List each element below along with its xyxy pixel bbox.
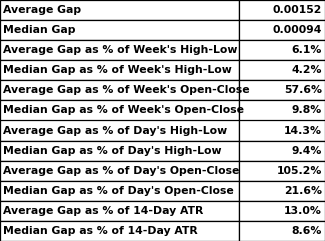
Text: Average Gap as % of Day's Open-Close: Average Gap as % of Day's Open-Close: [3, 166, 240, 176]
Text: Median Gap as % of Week's Open-Close: Median Gap as % of Week's Open-Close: [3, 106, 244, 115]
Text: 6.1%: 6.1%: [292, 45, 322, 55]
Bar: [239, 161, 325, 181]
Text: Average Gap as % of Week's High-Low: Average Gap as % of Week's High-Low: [3, 45, 238, 55]
Bar: [239, 181, 325, 201]
Text: Average Gap as % of Day's High-Low: Average Gap as % of Day's High-Low: [3, 126, 227, 135]
Bar: [0, 100, 239, 120]
Bar: [0, 161, 239, 181]
Text: Median Gap: Median Gap: [3, 25, 76, 35]
Bar: [239, 221, 325, 241]
Bar: [239, 0, 325, 20]
Text: Median Gap as % of Week's High-Low: Median Gap as % of Week's High-Low: [3, 65, 232, 75]
Text: Average Gap as % of 14-Day ATR: Average Gap as % of 14-Day ATR: [3, 206, 204, 216]
Text: Average Gap: Average Gap: [3, 5, 81, 15]
Bar: [239, 80, 325, 100]
Bar: [239, 100, 325, 120]
Bar: [0, 40, 239, 60]
Bar: [239, 120, 325, 141]
Text: 21.6%: 21.6%: [284, 186, 322, 196]
Text: 9.8%: 9.8%: [292, 106, 322, 115]
Bar: [0, 181, 239, 201]
Bar: [239, 141, 325, 161]
Bar: [0, 80, 239, 100]
Bar: [0, 0, 239, 20]
Text: Median Gap as % of Day's High-Low: Median Gap as % of Day's High-Low: [3, 146, 222, 156]
Text: Median Gap as % of Day's Open-Close: Median Gap as % of Day's Open-Close: [3, 186, 234, 196]
Bar: [0, 120, 239, 141]
Bar: [239, 60, 325, 80]
Text: Median Gap as % of 14-Day ATR: Median Gap as % of 14-Day ATR: [3, 226, 198, 236]
Bar: [239, 40, 325, 60]
Text: 13.0%: 13.0%: [284, 206, 322, 216]
Bar: [0, 60, 239, 80]
Bar: [239, 201, 325, 221]
Bar: [239, 20, 325, 40]
Text: 8.6%: 8.6%: [292, 226, 322, 236]
Text: 9.4%: 9.4%: [292, 146, 322, 156]
Bar: [0, 141, 239, 161]
Text: 0.00094: 0.00094: [272, 25, 322, 35]
Text: 105.2%: 105.2%: [276, 166, 322, 176]
Text: 57.6%: 57.6%: [284, 85, 322, 95]
Bar: [0, 201, 239, 221]
Text: 0.00152: 0.00152: [272, 5, 322, 15]
Text: 4.2%: 4.2%: [291, 65, 322, 75]
Text: 14.3%: 14.3%: [284, 126, 322, 135]
Bar: [0, 20, 239, 40]
Text: Average Gap as % of Week's Open-Close: Average Gap as % of Week's Open-Close: [3, 85, 250, 95]
Bar: [0, 221, 239, 241]
